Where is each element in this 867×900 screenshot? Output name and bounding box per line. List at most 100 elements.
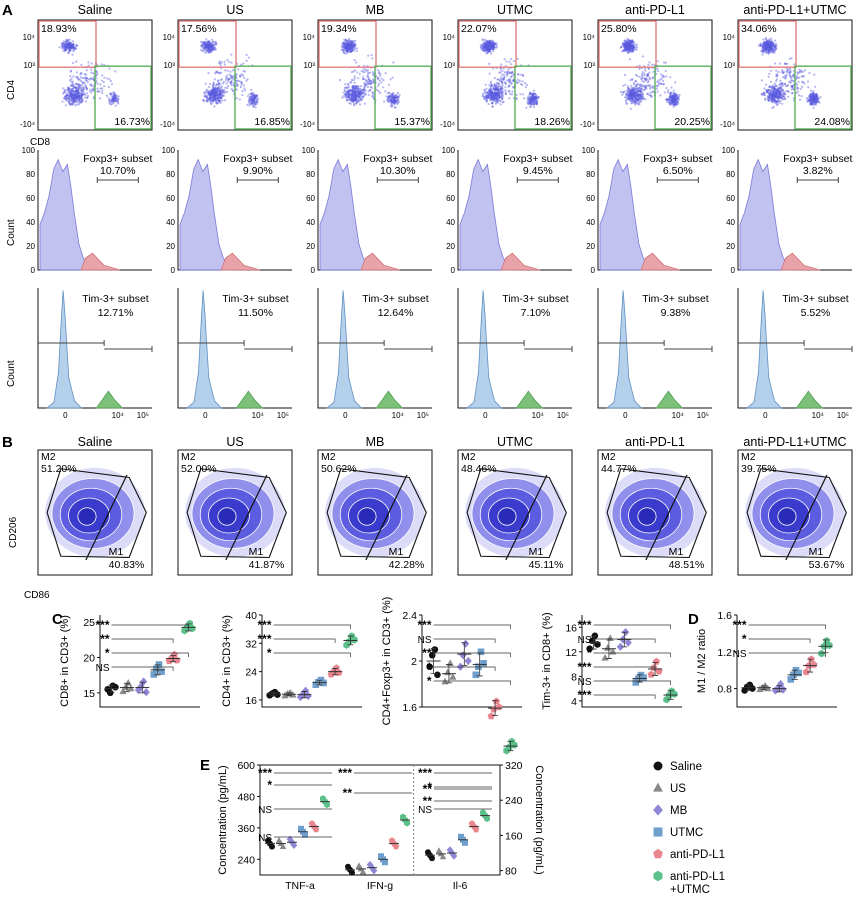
- cell-dot: [500, 80, 503, 83]
- y-tick-label: 0: [451, 266, 456, 275]
- cell-dot: [351, 97, 354, 100]
- cell-dot: [349, 45, 352, 48]
- cell-dot: [501, 69, 504, 73]
- cell-dot: [87, 64, 90, 67]
- cell-dot: [73, 86, 76, 89]
- cell-dot: [215, 89, 218, 92]
- cell-dot: [649, 91, 652, 94]
- cell-dot: [85, 88, 89, 91]
- cell-dot: [220, 92, 223, 95]
- cell-dot: [226, 69, 229, 72]
- x-tick-label: 10⁴: [112, 411, 125, 420]
- cell-dot: [222, 94, 225, 97]
- cell-dot: [676, 96, 680, 100]
- cell-dot: [70, 99, 73, 102]
- cell-dot: [500, 86, 503, 89]
- cell-dot: [223, 63, 226, 66]
- cell-dot: [69, 91, 72, 94]
- cell-dot: [69, 45, 72, 48]
- cell-dot: [114, 97, 117, 100]
- cell-dot: [114, 96, 117, 99]
- cell-dot: [770, 94, 774, 98]
- cell-dot: [344, 52, 347, 55]
- cell-dot: [208, 93, 211, 96]
- cell-dot: [95, 80, 98, 83]
- cell-dot: [67, 46, 71, 49]
- cell-dot: [110, 83, 114, 86]
- tim3-pos-gate: [104, 346, 153, 352]
- cell-dot: [389, 100, 392, 103]
- cell-dot: [70, 90, 73, 93]
- cell-dot: [64, 94, 67, 98]
- cell-dot: [67, 43, 70, 46]
- cell-dot: [210, 97, 213, 100]
- cell-dot: [71, 97, 74, 100]
- cell-dot: [367, 93, 370, 97]
- cell-dot: [97, 90, 100, 93]
- cell-dot: [90, 91, 93, 94]
- cell-dot: [631, 99, 634, 102]
- cell-dot: [72, 42, 75, 45]
- cell-dot: [70, 88, 73, 91]
- cell-dot: [767, 44, 770, 48]
- cell-dot: [641, 98, 644, 101]
- tim3-pos-gate: [664, 346, 713, 352]
- foxp3-gate-bar: [656, 177, 699, 183]
- cell-dot: [219, 96, 222, 100]
- cell-dot: [510, 75, 513, 78]
- cell-dot: [84, 79, 87, 82]
- cell-dot: [68, 49, 72, 53]
- cell-dot: [66, 44, 69, 47]
- cell-dot: [200, 48, 203, 51]
- cell-dot: [73, 94, 76, 97]
- cell-dot: [352, 79, 355, 82]
- cell-dot: [529, 92, 532, 95]
- cell-dot: [65, 38, 68, 41]
- tim3-neg-hist: [46, 290, 83, 409]
- cell-dot: [209, 82, 212, 86]
- cell-dot: [80, 93, 83, 96]
- cell-dot: [500, 76, 503, 79]
- cell-dot: [211, 95, 215, 98]
- tim3-percent: 9.38%: [661, 307, 691, 319]
- cell-dot: [77, 95, 80, 98]
- cell-dot: [71, 53, 74, 56]
- cell-dot: [69, 44, 72, 48]
- cell-dot: [673, 97, 676, 100]
- cell-dot: [517, 73, 520, 76]
- cell-dot: [218, 89, 221, 92]
- cell-dot: [77, 96, 80, 99]
- cell-dot: [217, 86, 220, 90]
- cell-dot: [209, 92, 212, 96]
- cell-dot: [116, 97, 120, 100]
- cell-dot: [209, 96, 212, 99]
- cell-dot: [72, 96, 75, 100]
- cell-dot: [75, 96, 78, 99]
- cell-dot: [227, 84, 230, 88]
- cell-dot: [216, 102, 219, 105]
- m1-label: M1: [109, 546, 124, 558]
- cell-dot: [801, 80, 804, 84]
- cell-dot: [213, 105, 216, 108]
- cell-dot: [65, 94, 68, 97]
- cell-dot: [635, 43, 638, 46]
- cell-dot: [65, 45, 68, 49]
- cell-dot: [346, 47, 349, 50]
- cell-dot: [63, 44, 66, 47]
- cell-dot: [231, 69, 235, 72]
- x-tick-label: 10⁵: [837, 411, 849, 420]
- cell-dot: [663, 91, 666, 94]
- cell-dot: [214, 94, 217, 97]
- cell-dot: [532, 89, 536, 92]
- cell-dot: [73, 100, 77, 103]
- tim3-pos-hist: [235, 390, 264, 409]
- cell-dot: [491, 102, 494, 105]
- cell-dot: [787, 71, 790, 74]
- cell-dot: [207, 46, 210, 49]
- cell-dot: [64, 97, 67, 100]
- cell-dot: [202, 99, 205, 102]
- cell-dot: [651, 90, 654, 93]
- cell-dot: [69, 88, 72, 92]
- x-tick-label: 0: [203, 411, 208, 420]
- cell-dot: [362, 96, 365, 99]
